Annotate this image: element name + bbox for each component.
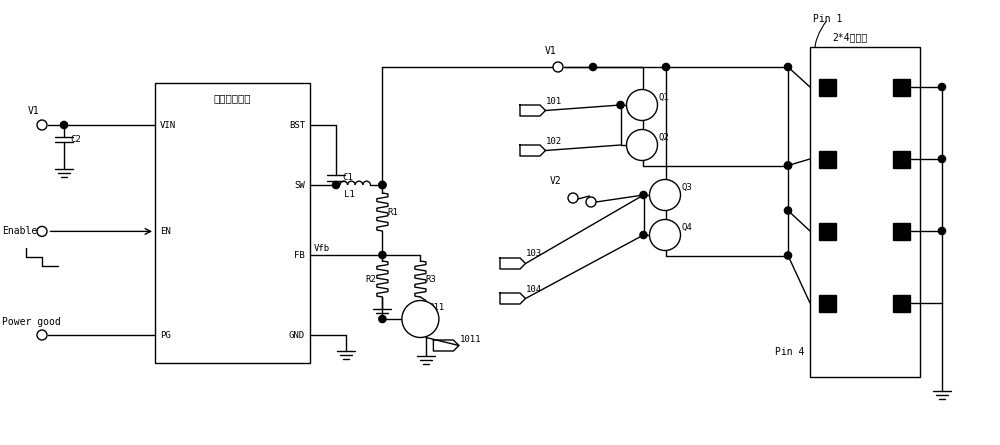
Circle shape [553, 62, 563, 72]
FancyArrowPatch shape [813, 305, 826, 339]
Text: V2: V2 [550, 176, 562, 186]
Circle shape [938, 155, 946, 162]
Text: C1: C1 [342, 173, 353, 182]
Text: EN: EN [160, 227, 171, 236]
Circle shape [60, 121, 68, 129]
Circle shape [379, 316, 386, 323]
Text: R2: R2 [365, 275, 376, 283]
Circle shape [379, 182, 386, 189]
Text: L1: L1 [344, 190, 355, 198]
Circle shape [379, 182, 386, 189]
FancyBboxPatch shape [819, 78, 836, 96]
Text: Q1: Q1 [658, 93, 669, 101]
FancyBboxPatch shape [819, 295, 836, 312]
Circle shape [650, 179, 680, 210]
Text: GND: GND [289, 331, 305, 340]
FancyBboxPatch shape [810, 47, 920, 377]
Circle shape [640, 231, 647, 239]
Text: SW: SW [294, 181, 305, 190]
Text: PG: PG [160, 331, 171, 340]
Text: 101: 101 [546, 97, 562, 105]
Circle shape [402, 300, 439, 337]
Text: 1011: 1011 [459, 335, 481, 344]
Text: Q4: Q4 [682, 222, 692, 231]
Text: VIN: VIN [160, 121, 176, 129]
FancyBboxPatch shape [893, 295, 910, 312]
FancyBboxPatch shape [819, 222, 836, 239]
Text: 电源转据节片: 电源转据节片 [214, 93, 251, 103]
Circle shape [37, 330, 47, 340]
FancyBboxPatch shape [819, 150, 836, 167]
Text: V1: V1 [545, 46, 557, 56]
FancyBboxPatch shape [893, 78, 910, 96]
Circle shape [938, 83, 946, 91]
Text: Q3: Q3 [682, 182, 692, 191]
FancyBboxPatch shape [893, 222, 910, 239]
Text: R3: R3 [425, 275, 436, 283]
Text: 104: 104 [526, 284, 542, 294]
Text: Pin 1: Pin 1 [813, 14, 842, 24]
Text: Q11: Q11 [428, 303, 445, 312]
Circle shape [784, 63, 792, 71]
Text: V1: V1 [28, 106, 40, 116]
Text: Pin 4: Pin 4 [775, 347, 804, 356]
Circle shape [662, 63, 670, 71]
Text: Vfb: Vfb [314, 243, 330, 252]
Text: Q2: Q2 [658, 133, 669, 142]
Circle shape [379, 251, 386, 259]
Circle shape [626, 89, 658, 121]
FancyArrowPatch shape [814, 21, 826, 85]
Circle shape [37, 120, 47, 130]
Circle shape [784, 162, 792, 169]
Text: Power good: Power good [2, 317, 61, 327]
Circle shape [784, 252, 792, 259]
Circle shape [626, 129, 658, 161]
Text: Enable: Enable [2, 227, 37, 236]
Circle shape [784, 162, 792, 169]
Text: 102: 102 [546, 137, 562, 146]
Circle shape [784, 207, 792, 214]
Text: C2: C2 [70, 135, 81, 144]
Text: 103: 103 [526, 250, 542, 259]
Text: BST: BST [289, 121, 305, 129]
FancyBboxPatch shape [155, 83, 310, 363]
Circle shape [332, 182, 340, 189]
Circle shape [586, 197, 596, 207]
Circle shape [650, 219, 680, 251]
Circle shape [938, 227, 946, 235]
FancyBboxPatch shape [893, 150, 910, 167]
Circle shape [617, 101, 624, 109]
Circle shape [640, 191, 647, 198]
Circle shape [589, 63, 597, 71]
Text: 2*4连接器: 2*4连接器 [832, 32, 867, 42]
Circle shape [568, 193, 578, 203]
Text: R1: R1 [387, 207, 398, 217]
Text: FB: FB [294, 251, 305, 259]
Circle shape [37, 227, 47, 236]
